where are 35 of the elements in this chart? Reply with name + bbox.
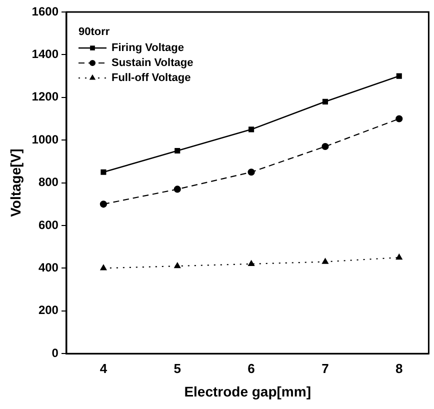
y-tick-label: 0 [52, 346, 59, 360]
x-tick-label: 4 [100, 360, 108, 376]
point [396, 254, 402, 260]
point [100, 169, 106, 175]
y-tick-label: 400 [38, 260, 59, 275]
point [248, 126, 254, 132]
x-tick-label: 6 [248, 360, 255, 376]
point [396, 115, 403, 122]
y-tick-label: 800 [38, 175, 59, 190]
y-tick-label: 1000 [32, 132, 59, 146]
point [248, 260, 254, 266]
x-tick-label: 8 [396, 360, 403, 376]
point [100, 200, 108, 208]
legend-title: 90torr [78, 26, 110, 38]
legend-label: Firing Voltage [111, 42, 184, 54]
y-axis-title: Voltage[V] [7, 148, 24, 217]
point [100, 264, 107, 270]
point [322, 142, 329, 150]
point [174, 262, 181, 268]
y-tick-label: 1400 [32, 47, 59, 62]
point [322, 98, 328, 104]
legend-label: Sustain Voltage [111, 57, 194, 70]
point [174, 148, 180, 154]
x-tick-label: 5 [174, 360, 181, 376]
x-axis-title: Electrode gap[mm] [184, 383, 312, 400]
legend-label: Full-off Voltage [111, 72, 191, 84]
y-tick-label: 200 [38, 303, 59, 318]
point [322, 258, 328, 264]
point [174, 186, 181, 193]
y-tick-label: 600 [38, 218, 59, 232]
y-tick-label: 1200 [32, 90, 59, 104]
x-tick-label: 7 [322, 360, 329, 376]
point [396, 73, 402, 79]
point [248, 168, 255, 176]
y-tick-label: 1600 [32, 4, 59, 18]
